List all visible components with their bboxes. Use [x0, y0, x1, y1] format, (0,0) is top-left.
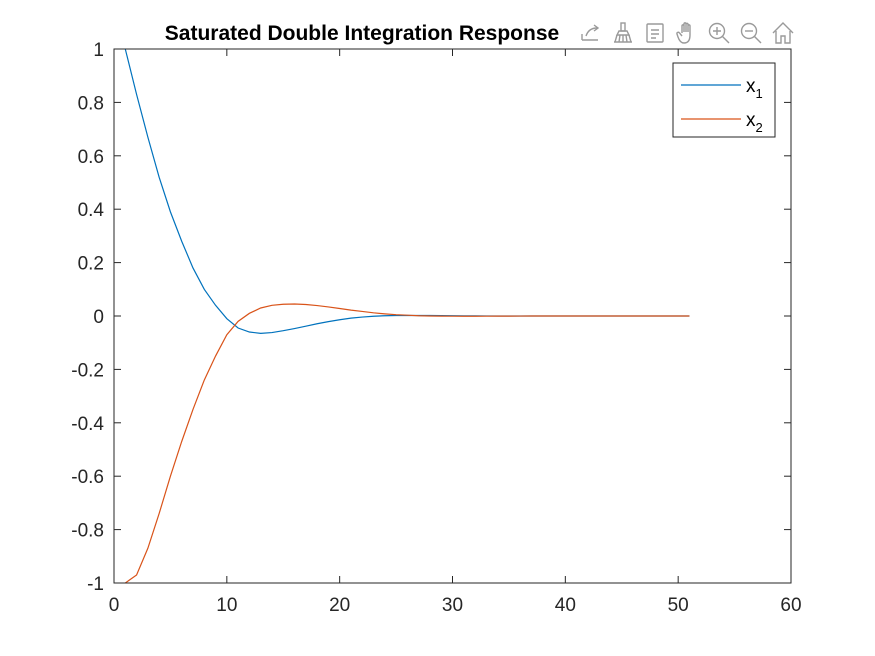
axes-toolbar — [576, 18, 798, 48]
y-tick-label: 0 — [93, 307, 104, 328]
zoom-in-icon — [708, 22, 730, 44]
datatip-icon — [646, 23, 664, 43]
legend-entry-1: x1 — [746, 76, 763, 101]
y-tick-label: 1 — [93, 40, 104, 61]
x-tick-label: 0 — [109, 595, 120, 616]
y-tick-label: -1 — [87, 574, 104, 595]
x-tick-label: 30 — [442, 595, 463, 616]
x-tick-label: 60 — [780, 595, 801, 616]
y-tick-label: 0.8 — [78, 93, 104, 114]
brush-button[interactable] — [608, 19, 638, 47]
legend-box — [672, 62, 776, 138]
x-tick-label: 20 — [329, 595, 350, 616]
series-line-2 — [124, 303, 690, 584]
y-tick-label: 0.6 — [78, 147, 104, 168]
chart-title: Saturated Double Integration Response — [165, 22, 559, 45]
y-tick-labels: -1 -0.8 -0.6 -0.4 -0.2 0 0.2 0.4 0.6 0.8 1 — [71, 40, 104, 595]
y-tick-label: -0.8 — [71, 521, 104, 542]
series-layer — [124, 48, 690, 584]
export-button[interactable] — [576, 19, 606, 47]
pan-button[interactable] — [672, 19, 702, 47]
legend-entry-2: x2 — [746, 110, 763, 135]
legend-subscript: 1 — [756, 86, 763, 101]
y-tick-label: 0.2 — [78, 254, 104, 275]
y-tick-label: -0.6 — [71, 467, 104, 488]
restore-view-button[interactable] — [768, 19, 798, 47]
axes-box — [113, 48, 792, 584]
zoom-out-button[interactable] — [736, 19, 766, 47]
brush-icon — [614, 22, 632, 43]
x-tick-labels: 0 10 20 30 40 50 60 — [109, 595, 802, 616]
legend-label: x — [746, 76, 756, 97]
legend-subscript: 2 — [756, 120, 763, 135]
data-tips-button[interactable] — [640, 19, 670, 47]
legend-label: x — [746, 110, 756, 131]
zoom-in-button[interactable] — [704, 19, 734, 47]
home-icon — [772, 22, 794, 44]
axes: 0 10 20 30 40 50 60 -1 -0.8 -0.6 -0.4 -0.2 0 0.2 0.4 0… — [71, 22, 801, 616]
y-tick-label: 0.4 — [78, 200, 105, 221]
x-tick-label: 10 — [216, 595, 237, 616]
x-tick-label: 50 — [668, 595, 689, 616]
export-icon — [581, 24, 600, 41]
x-tick-label: 40 — [555, 595, 576, 616]
y-tick-label: -0.2 — [71, 360, 104, 381]
zoom-out-icon — [740, 22, 762, 44]
y-tick-label: -0.4 — [71, 414, 104, 435]
pan-icon — [676, 22, 691, 44]
